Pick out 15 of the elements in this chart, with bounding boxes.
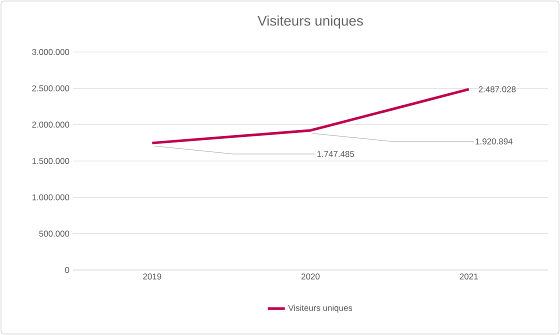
- chart-title: Visiteurs uniques: [258, 16, 363, 28]
- x-tick-label: 2020: [302, 274, 320, 280]
- data-label: 1.920.894: [476, 138, 513, 144]
- legend-label: Visiteurs uniques: [288, 304, 352, 313]
- x-tick-label: 2021: [460, 274, 478, 280]
- y-tick-label: 2.000.000: [32, 122, 70, 128]
- y-tick-label: 1.000.000: [32, 194, 70, 200]
- y-tick-label: 0: [65, 267, 70, 273]
- data-label: 2.487.028: [478, 86, 516, 92]
- x-tick-label: 2019: [143, 274, 162, 280]
- y-tick-label: 2.500.000: [32, 85, 70, 92]
- data-label: 1.747.485: [317, 151, 354, 158]
- y-tick-label: 3.000.000: [32, 49, 70, 55]
- y-tick-label: 500.000: [39, 230, 70, 237]
- y-tick-label: 1.500.000: [32, 158, 70, 164]
